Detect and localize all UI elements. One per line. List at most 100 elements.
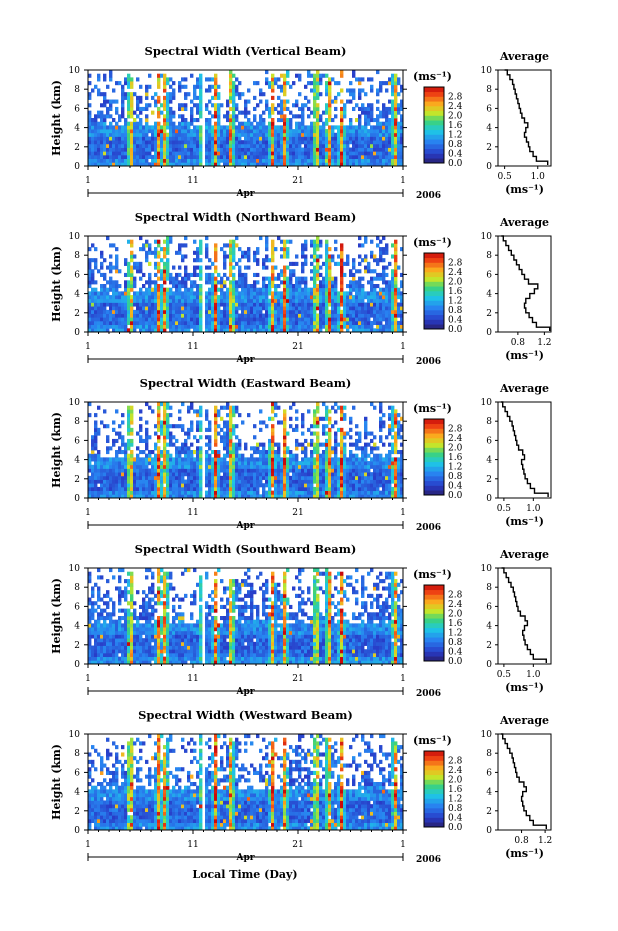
- x-tick-label: 1: [400, 674, 406, 684]
- y-tick-label: 4: [74, 456, 80, 466]
- avg-y-tick-label: 0: [486, 660, 492, 670]
- avg-x-label: (ms⁻¹): [505, 349, 544, 362]
- avg-y-tick-label: 10: [481, 66, 493, 76]
- colorbar-segment: [424, 101, 444, 107]
- avg-y-tick-label: 2: [486, 143, 492, 153]
- colorbar-tick-label: 0.0: [448, 657, 463, 667]
- colorbar-segment: [424, 423, 444, 429]
- colorbar-tick-label: 2.0: [448, 444, 463, 454]
- panel-title: Spectral Width (Vertical Beam): [145, 44, 347, 58]
- colorbar-tick-label: 2.0: [448, 278, 463, 288]
- avg-y-tick-label: 2: [486, 807, 492, 817]
- colorbar-segment: [424, 585, 444, 591]
- y-tick-label: 2: [74, 807, 80, 817]
- x-axis-label: Local Time (Day): [192, 868, 297, 881]
- colorbar-tick-label: 2.4: [448, 600, 463, 610]
- colorbar-segment: [424, 428, 444, 434]
- y-tick-label: 2: [74, 641, 80, 651]
- avg-frame: [497, 69, 552, 167]
- heatmap-cells: [88, 402, 404, 499]
- avg-x-tick-label: 0.8: [511, 338, 526, 348]
- y-tick-label: 6: [74, 104, 80, 114]
- colorbar-unit: (ms⁻¹): [413, 568, 452, 581]
- colorbar-segment: [424, 106, 444, 112]
- x-tick-label: 11: [187, 508, 198, 518]
- x-tick-label: 21: [292, 508, 303, 518]
- colorbar-segment: [424, 476, 444, 482]
- avg-profile-line: [504, 69, 549, 165]
- colorbar-tick-label: 0.8: [448, 472, 463, 482]
- colorbar-segment: [424, 461, 444, 467]
- colorbar-segment: [424, 589, 444, 595]
- panel-title: Spectral Width (Southward Beam): [135, 542, 357, 556]
- avg-x-label: (ms⁻¹): [505, 183, 544, 196]
- y-axis-label: Height (km): [50, 412, 63, 488]
- colorbar-segment: [424, 153, 444, 159]
- colorbar-tick-label: 2.0: [448, 112, 463, 122]
- colorbar-segment: [424, 751, 444, 757]
- colorbar-segment: [424, 798, 444, 804]
- avg-x-tick-label: 1.0: [531, 172, 546, 182]
- colorbar-segment: [424, 419, 444, 425]
- colorbar-segment: [424, 115, 444, 121]
- avg-y-tick-label: 10: [481, 564, 493, 574]
- x-tick-label: 11: [187, 674, 198, 684]
- panel-title: Spectral Width (Northward Beam): [135, 210, 357, 224]
- year-label: 2006: [416, 357, 441, 367]
- colorbar-segment: [424, 755, 444, 761]
- colorbar-tick-label: 0.0: [448, 159, 463, 169]
- avg-y-tick-label: 8: [486, 583, 492, 593]
- colorbar-segment: [424, 120, 444, 126]
- colorbar-segment: [424, 651, 444, 657]
- colorbar-segment: [424, 134, 444, 140]
- colorbar-segment: [424, 793, 444, 799]
- colorbar-segment: [424, 618, 444, 624]
- colorbar-segment: [424, 760, 444, 766]
- heatmap-cells: [88, 568, 404, 665]
- colorbar-segment: [424, 452, 444, 458]
- x-tick-label: 1: [400, 840, 406, 850]
- year-label: 2006: [416, 855, 441, 865]
- colorbar-tick-label: 2.8: [448, 591, 463, 601]
- avg-x-tick-label: 1.2: [538, 836, 552, 846]
- avg-profile-line: [500, 401, 549, 497]
- colorbar-segment: [424, 485, 444, 491]
- avg-y-tick-label: 0: [486, 162, 492, 172]
- colorbar-segment: [424, 158, 444, 164]
- colorbar-tick-label: 0.8: [448, 306, 463, 316]
- avg-frame: [497, 567, 552, 665]
- heatmap-cells: [88, 236, 404, 333]
- colorbar-segment: [424, 608, 444, 614]
- colorbar-tick-label: 1.2: [448, 297, 462, 307]
- avg-y-tick-label: 8: [486, 417, 492, 427]
- colorbar-tick-label: 1.2: [448, 629, 462, 639]
- avg-y-tick-label: 4: [486, 290, 492, 300]
- colorbar-segment: [424, 594, 444, 600]
- y-tick-label: 2: [74, 475, 80, 485]
- colorbar-frame: [423, 584, 445, 662]
- x-tick-label: 1: [400, 508, 406, 518]
- colorbar-unit: (ms⁻¹): [413, 70, 452, 83]
- colorbar-segment: [424, 656, 444, 662]
- avg-y-tick-label: 0: [486, 328, 492, 338]
- avg-x-tick-label: 0.5: [497, 172, 512, 182]
- colorbar-tick-label: 1.2: [448, 795, 462, 805]
- x-tick-label: 1: [85, 840, 91, 850]
- avg-y-tick-label: 10: [481, 232, 493, 242]
- x-tick-label: 11: [187, 342, 198, 352]
- y-tick-label: 4: [74, 124, 80, 134]
- y-tick-label: 0: [74, 162, 80, 172]
- colorbar-segment: [424, 310, 444, 316]
- y-tick-label: 6: [74, 602, 80, 612]
- avg-y-tick-label: 4: [486, 622, 492, 632]
- x-tick-label: 1: [85, 342, 91, 352]
- y-tick-label: 8: [74, 749, 80, 759]
- y-tick-label: 6: [74, 768, 80, 778]
- panel-4: [84, 733, 552, 861]
- avg-y-tick-label: 8: [486, 251, 492, 261]
- y-tick-label: 8: [74, 583, 80, 593]
- colorbar-segment: [424, 281, 444, 287]
- colorbar-segment: [424, 599, 444, 605]
- colorbar-segment: [424, 87, 444, 93]
- colorbar-frame: [423, 252, 445, 330]
